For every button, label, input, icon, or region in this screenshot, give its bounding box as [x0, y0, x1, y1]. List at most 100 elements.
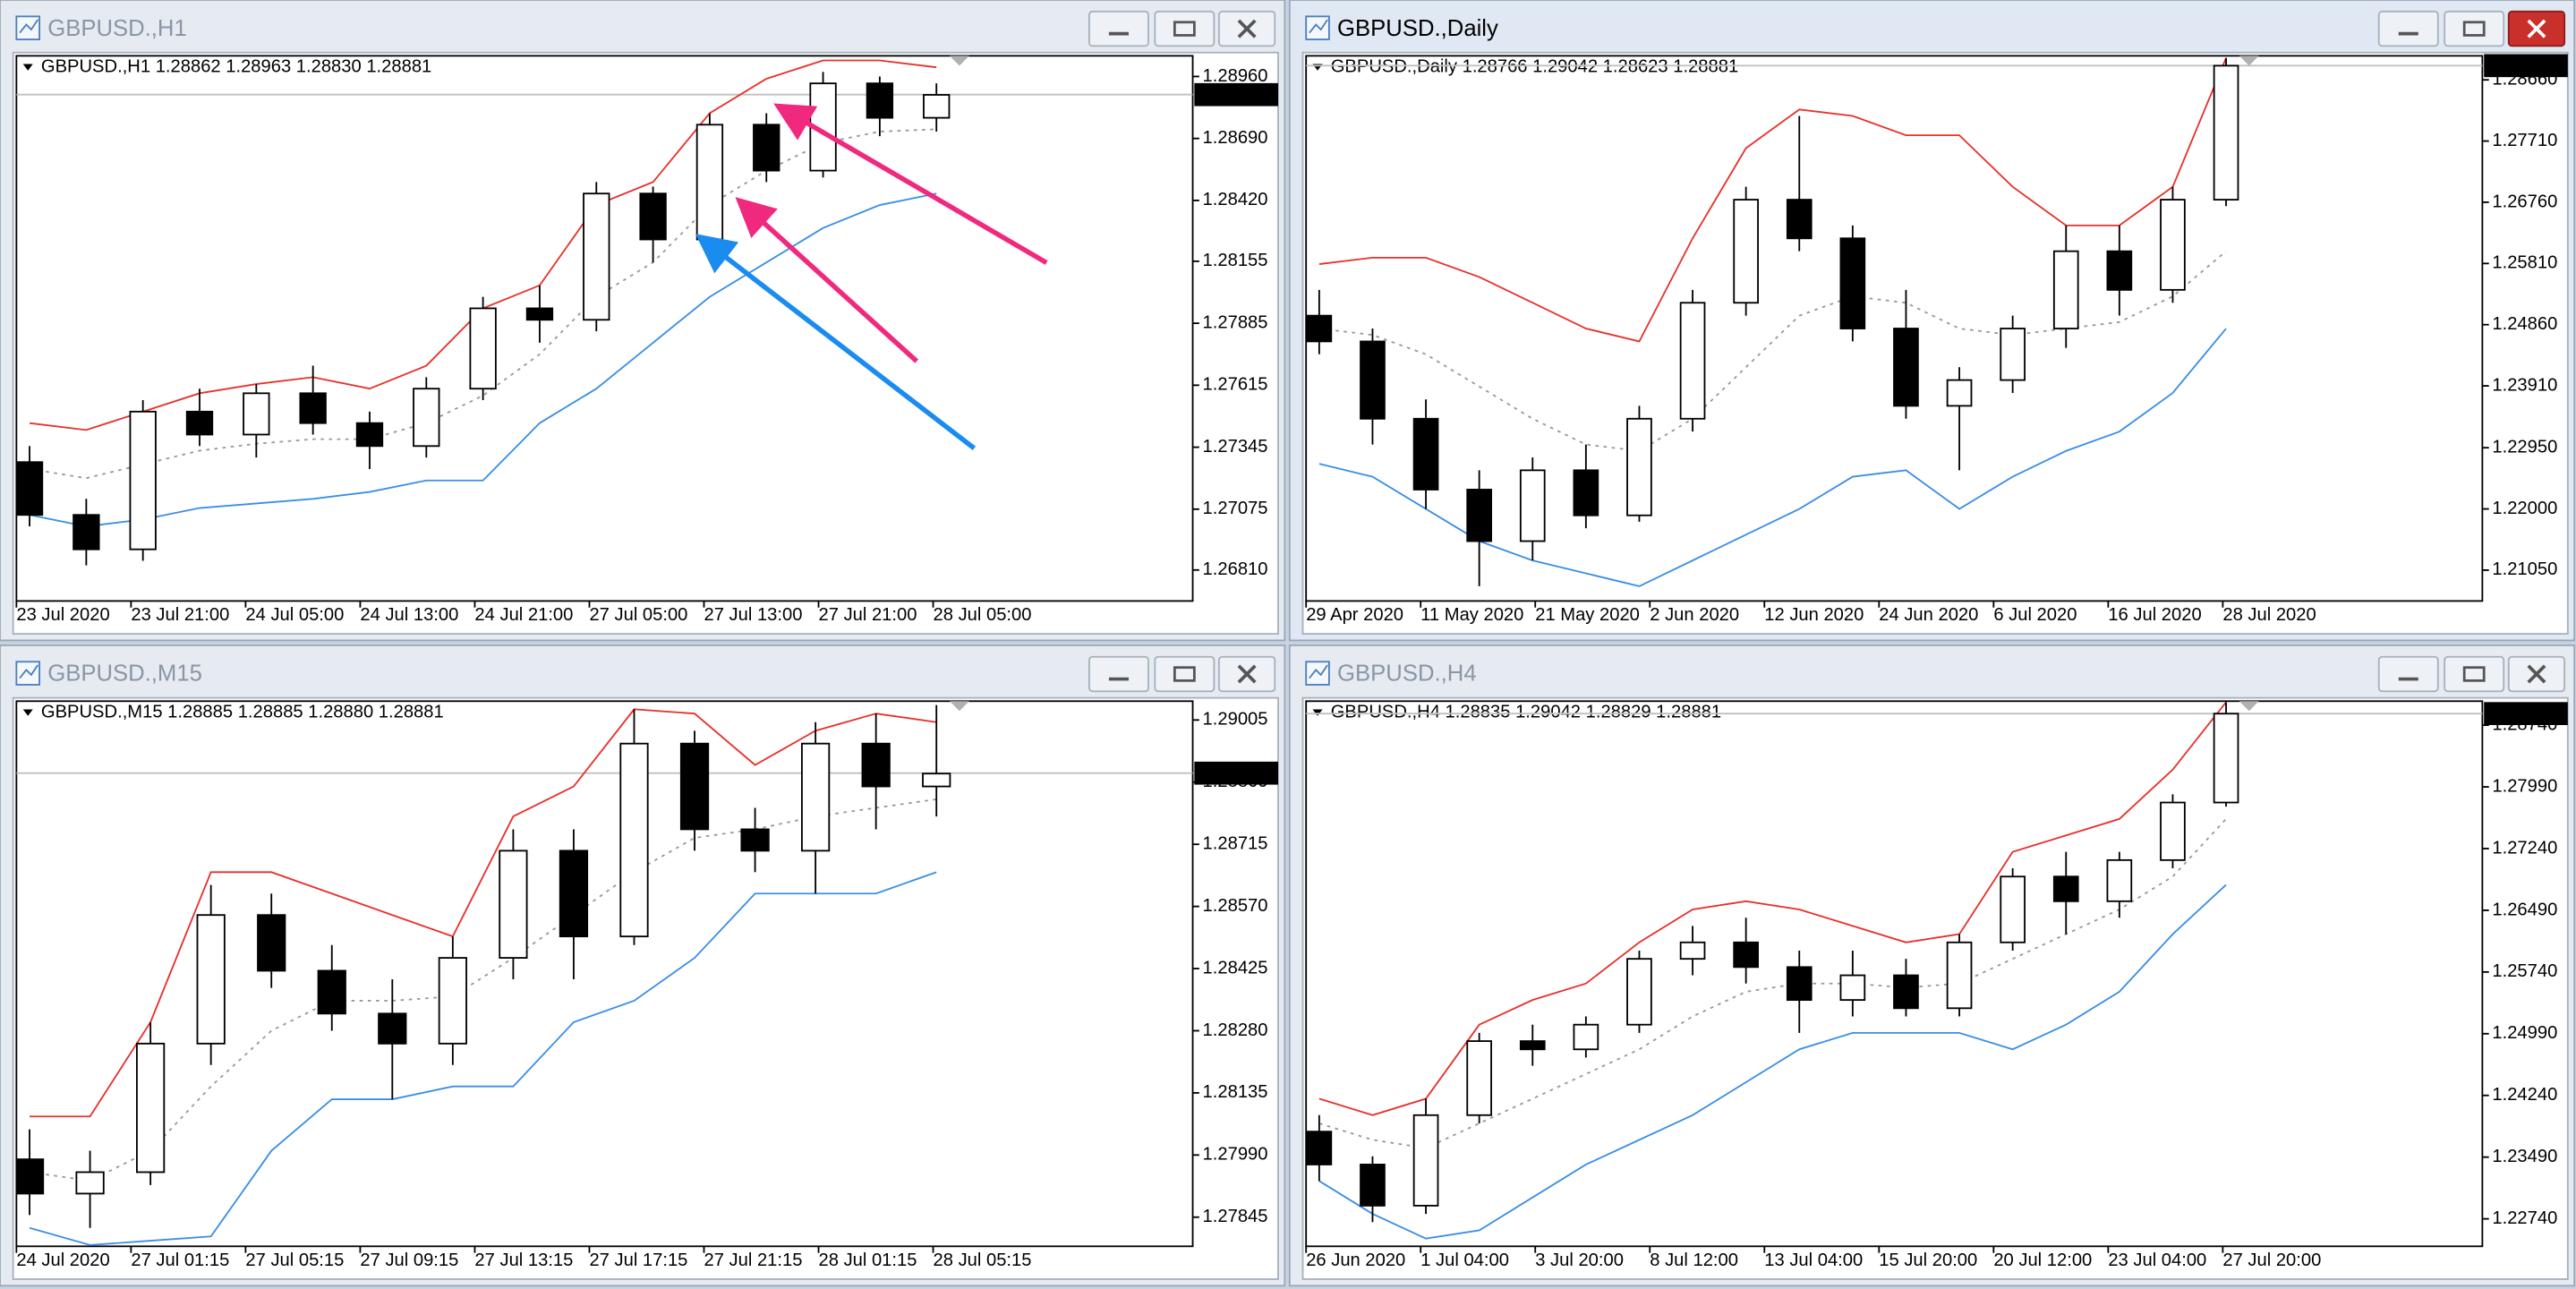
x-tick-label: 28 Jul 05:00: [934, 605, 1032, 625]
minimize-button[interactable]: [2377, 655, 2439, 693]
candle-body: [1412, 417, 1439, 491]
candle-body: [196, 914, 226, 1045]
plot: [16, 59, 1193, 566]
annotations: [695, 103, 1048, 450]
candle-body: [2000, 328, 2026, 381]
candle-body: [1893, 328, 1919, 407]
close-glyph: [1237, 664, 1257, 684]
y-tick-label: 1.25740: [2492, 961, 2557, 981]
candle-body: [809, 82, 837, 172]
candle-body: [469, 307, 497, 390]
x-tick-label: 28 Jul 2020: [2222, 605, 2316, 625]
candle-body: [75, 1171, 105, 1195]
window-icon-graph: [1309, 664, 1328, 679]
window-icon: [15, 15, 40, 40]
maximize-glyph: [1173, 21, 1196, 37]
x-tick-label: 15 Jul 20:00: [1879, 1251, 1977, 1270]
y-tick-label: 1.27990: [2492, 776, 2557, 796]
close-glyph: [2527, 664, 2546, 684]
bollinger-band: [1318, 884, 2227, 1240]
bollinger-band: [29, 798, 937, 1182]
close-glyph: [2527, 19, 2546, 38]
y-tick-label: 1.22950: [2492, 438, 2557, 457]
candle-body: [2052, 875, 2079, 902]
x-tick-label: 27 Jul 05:15: [245, 1251, 344, 1270]
chart-window: GBPUSD.,Daily GBPUSD.,Daily 1.28766 1.290…: [1288, 0, 2576, 642]
shift-marker: [949, 701, 969, 712]
maximize-button[interactable]: [1154, 10, 1215, 47]
y-tick-label: 1.27345: [1203, 437, 1268, 457]
candle-body: [1893, 974, 1919, 1010]
x-tick-label: 3 Jul 20:00: [1535, 1251, 1624, 1270]
y-tick-label: 1.24240: [2492, 1085, 2557, 1105]
candle-body: [1626, 417, 1652, 516]
y-tick-label: 1.25810: [2492, 253, 2557, 273]
candle-body: [2106, 858, 2133, 902]
current-price-label: 1.28881: [2489, 55, 2555, 75]
candle-body: [583, 192, 610, 321]
candle-body: [1519, 1040, 1546, 1051]
minimize-button[interactable]: [1088, 655, 1149, 693]
y-tick-label: 1.28960: [1203, 66, 1268, 86]
maximize-button[interactable]: [2444, 10, 2505, 47]
chart-info: GBPUSD.,M15 1.28885 1.28885 1.28880 1.28…: [41, 702, 444, 721]
candle-body: [1626, 958, 1652, 1026]
minimize-button[interactable]: [2377, 10, 2439, 47]
minimize-button[interactable]: [1088, 10, 1149, 47]
maximize-glyph: [1173, 666, 1196, 682]
client-area: [12, 51, 1279, 635]
x-tick-label: 20 Jul 12:00: [1993, 1251, 2092, 1270]
dropdown-glyph: [1312, 709, 1323, 716]
candle-body: [1573, 469, 1599, 516]
y-tick-label: 1.28420: [1203, 190, 1268, 209]
bollinger-band: [29, 871, 937, 1246]
candle-body: [1946, 379, 1973, 407]
x-tick-label: 28 Jul 05:15: [934, 1251, 1032, 1270]
candle-body: [499, 849, 528, 959]
x-tick-label: 8 Jul 12:00: [1650, 1251, 1738, 1270]
window-icon-graph: [19, 19, 38, 34]
plot-frame: [15, 700, 1194, 1248]
x-tick-label: 27 Jul 05:00: [589, 605, 687, 625]
shift-marker: [2239, 701, 2259, 712]
x-tick-label: 23 Jul 21:00: [131, 605, 229, 625]
window-icon: [1305, 661, 1330, 686]
window-icon-graph: [1309, 19, 1328, 34]
x-tick-label: 27 Jul 21:15: [704, 1251, 802, 1270]
candle-body: [1946, 941, 1973, 1010]
close-glyph: [1237, 19, 1257, 38]
current-price-tag: [1194, 82, 1278, 107]
chart-info: GBPUSD.,H1 1.28862 1.28963 1.28830 1.288…: [41, 57, 431, 77]
window-title: GBPUSD.,M15: [47, 662, 202, 687]
candle-body: [1733, 941, 1759, 969]
candle-body: [243, 392, 270, 436]
plot: [1306, 701, 2483, 1240]
maximize-button[interactable]: [2444, 655, 2505, 693]
x-tick-label: 21 May 2020: [1535, 605, 1640, 625]
maximize-button[interactable]: [1154, 655, 1215, 693]
arrow: [695, 234, 977, 450]
candle-body: [1786, 966, 1813, 1002]
plot-frame: [1305, 700, 2484, 1248]
chart-info: GBPUSD.,Daily 1.28766 1.29042 1.28623 1.…: [1331, 57, 1738, 77]
y-tick-label: 1.24990: [2492, 1023, 2557, 1043]
y-tick-label: 1.26760: [2492, 192, 2557, 211]
chart-window: GBPUSD.,M15 GBPUSD.,M15 1.28885 1.28885 1…: [0, 644, 1286, 1287]
candle-body: [136, 1042, 166, 1174]
y-tick-label: 1.28570: [1203, 896, 1268, 916]
plot: [16, 704, 1193, 1246]
y-tick-label: 1.27990: [1203, 1145, 1268, 1165]
x-tick-label: 16 Jul 2020: [2108, 605, 2201, 625]
x-tick-label: 2 Jun 2020: [1650, 605, 1739, 625]
current-price-label: 1.28881: [1199, 84, 1265, 104]
x-tick-label: 6 Jul 2020: [1993, 605, 2077, 625]
plot-frame: [1305, 55, 2484, 602]
x-tick-label: 24 Jul 2020: [16, 1251, 109, 1270]
candle-body: [317, 969, 346, 1015]
bollinger-band: [30, 708, 937, 1118]
y-tick-label: 1.27075: [1203, 499, 1268, 518]
candle-body: [801, 742, 831, 852]
arrow: [773, 103, 1048, 265]
